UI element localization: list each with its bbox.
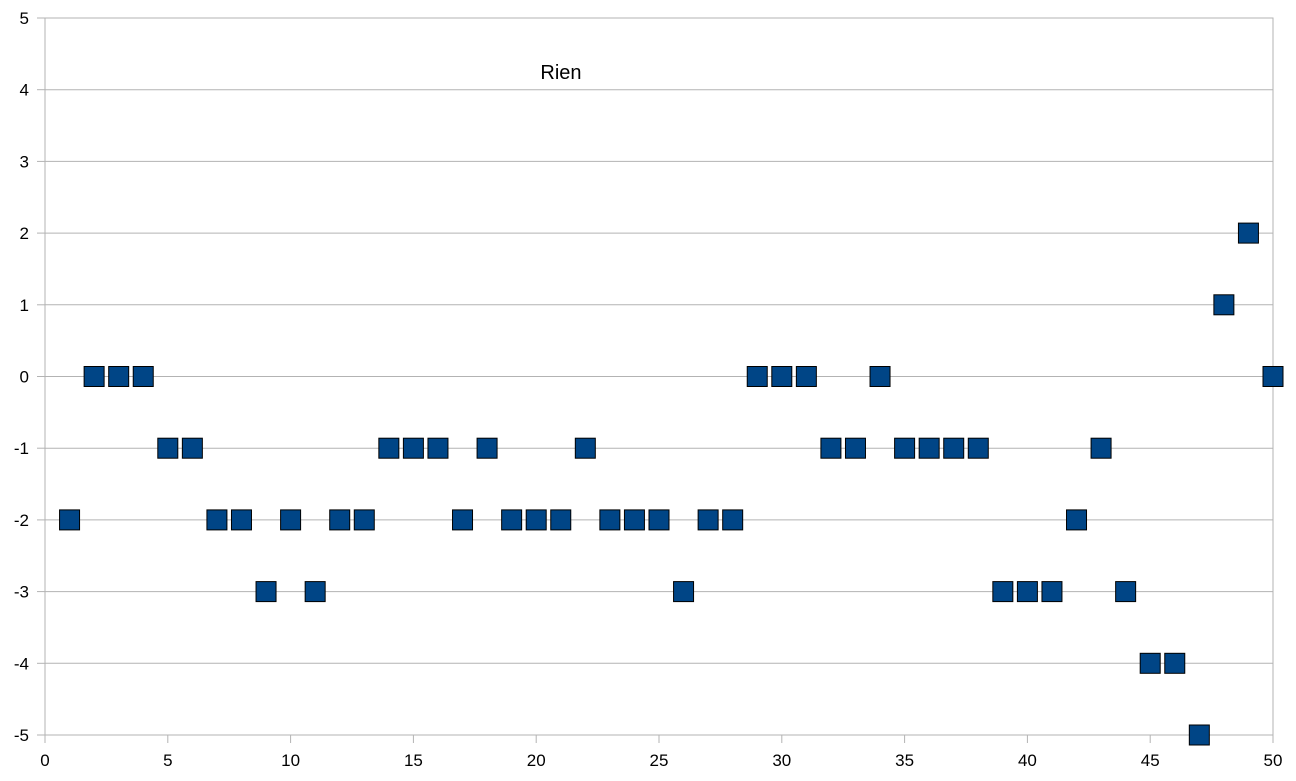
data-point: [452, 509, 474, 531]
data-point: [918, 437, 940, 459]
data-point: [1041, 581, 1063, 603]
data-point: [574, 437, 596, 459]
data-point: [746, 366, 768, 387]
data-point: [280, 509, 302, 531]
data-point: [329, 509, 351, 531]
data-point: [722, 509, 744, 531]
data-point: [59, 509, 81, 531]
data-point: [181, 437, 203, 459]
data-point: [1237, 222, 1259, 244]
data-point: [83, 366, 105, 387]
y-tick-label: 3: [20, 152, 29, 171]
data-point: [1016, 581, 1038, 603]
y-tick-label: -3: [14, 583, 29, 602]
y-axis: 5 4 3 2 1 0 -1 -2 -3 -4 -5: [14, 9, 45, 745]
y-tick-label: -5: [14, 726, 29, 745]
data-point: [967, 437, 989, 459]
x-axis: 0 5 10 15 20 25 30 35 40 45 50: [40, 735, 1282, 770]
data-point: [378, 437, 400, 459]
data-point: [648, 509, 670, 531]
x-tick-label: 5: [163, 751, 172, 770]
data-point: [230, 509, 252, 531]
data-point: [869, 366, 891, 387]
data-point: [402, 437, 424, 459]
x-tick-label: 25: [650, 751, 669, 770]
data-point: [673, 581, 695, 603]
data-point: [501, 509, 523, 531]
data-point: [427, 437, 449, 459]
y-tick-label: 4: [20, 81, 29, 100]
data-point: [599, 509, 621, 531]
data-point: [697, 509, 719, 531]
x-tick-label: 40: [1018, 751, 1037, 770]
y-tick-label: -4: [14, 654, 29, 673]
data-point: [844, 437, 866, 459]
data-point: [108, 366, 130, 387]
chart-title: Rien: [540, 62, 581, 84]
x-tick-label: 10: [281, 751, 300, 770]
data-point: [943, 437, 965, 459]
data-point: [550, 509, 572, 531]
y-tick-label: 2: [20, 224, 29, 243]
gridlines: [45, 17, 1273, 736]
data-point: [476, 437, 498, 459]
data-point: [255, 581, 277, 603]
x-tick-label: 35: [895, 751, 914, 770]
data-point: [1090, 437, 1112, 459]
data-point: [894, 437, 916, 459]
data-point: [132, 366, 154, 387]
y-tick-label: 1: [20, 296, 29, 315]
x-tick-label: 0: [40, 751, 49, 770]
y-tick-label: 0: [20, 368, 29, 387]
data-point: [1262, 366, 1284, 387]
data-point: [1188, 724, 1210, 746]
data-point: [1213, 294, 1235, 316]
data-point: [795, 366, 817, 387]
data-point: [1066, 509, 1088, 531]
x-tick-label: 15: [404, 751, 423, 770]
y-tick-label: -2: [14, 511, 29, 530]
data-point: [353, 509, 375, 531]
x-tick-label: 30: [772, 751, 791, 770]
data-point: [206, 509, 228, 531]
data-point: [1115, 581, 1137, 603]
y-tick-label: -1: [14, 439, 29, 458]
data-point: [1139, 652, 1161, 674]
x-tick-label: 45: [1141, 751, 1160, 770]
y-tick-label: 5: [20, 9, 29, 28]
data-point: [157, 437, 179, 459]
data-point: [525, 509, 547, 531]
data-point: [820, 437, 842, 459]
data-point: [1164, 652, 1186, 674]
data-point: [992, 581, 1014, 603]
data-point: [304, 581, 326, 603]
data-point: [623, 509, 645, 531]
x-tick-label: 50: [1264, 751, 1283, 770]
data-point: [771, 366, 793, 387]
data-points: [59, 222, 1284, 746]
x-tick-label: 20: [527, 751, 546, 770]
